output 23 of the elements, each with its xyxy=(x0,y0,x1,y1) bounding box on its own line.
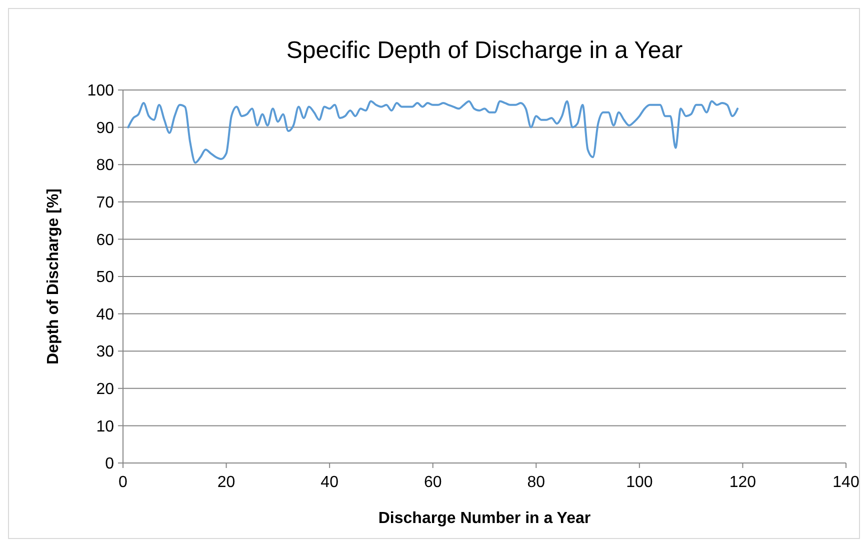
line-series xyxy=(127,100,739,164)
x-tick-label: 0 xyxy=(118,474,128,491)
y-tick-label: 10 xyxy=(96,418,114,436)
y-tick-label: 60 xyxy=(96,232,114,249)
y-tick-label: 30 xyxy=(96,344,114,361)
x-tick-label: 20 xyxy=(217,474,236,491)
y-tick-label: 40 xyxy=(96,306,114,324)
chart-title: Specific Depth of Discharge in a Year xyxy=(286,37,683,64)
y-tick-label: 0 xyxy=(105,456,114,473)
y-tick-label: 80 xyxy=(96,157,114,174)
x-tick-label: 40 xyxy=(320,474,339,491)
x-tick-label: 80 xyxy=(527,474,546,491)
y-tick-label: 90 xyxy=(96,120,114,137)
x-tick-label: 140 xyxy=(832,474,860,491)
y-axis-title: Depth of Discharge [%] xyxy=(45,188,62,365)
y-tick-label: 50 xyxy=(96,269,114,286)
x-tick-label: 60 xyxy=(424,474,442,491)
x-tick-label: 100 xyxy=(626,474,653,491)
x-tick-label: 120 xyxy=(729,474,756,491)
y-tick-label: 70 xyxy=(96,194,114,212)
x-axis-title: Discharge Number in a Year xyxy=(378,510,591,527)
y-tick-label: 100 xyxy=(87,82,114,100)
y-tick-label: 20 xyxy=(96,381,114,398)
